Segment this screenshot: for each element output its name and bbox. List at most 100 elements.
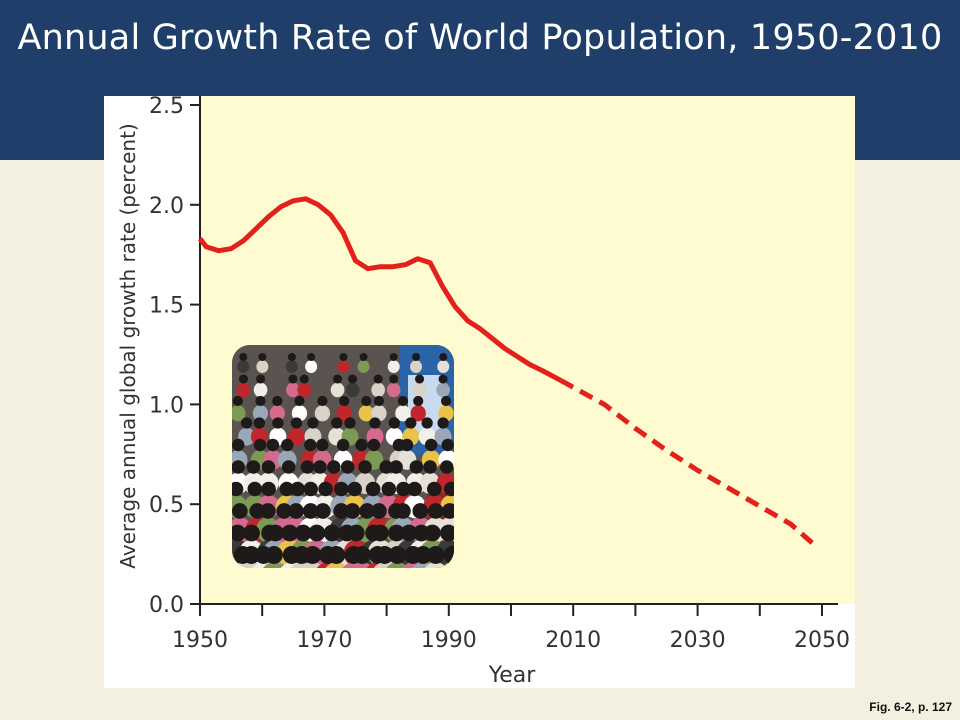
- person-head: [355, 438, 368, 452]
- person-body: [263, 562, 285, 568]
- person-head: [272, 417, 284, 429]
- person-head: [255, 374, 266, 384]
- x-tick-label: 2030: [670, 628, 726, 653]
- person-body: [301, 562, 324, 568]
- person-body: [269, 405, 285, 422]
- person-head: [272, 395, 283, 407]
- person-head: [339, 395, 350, 407]
- person-head: [373, 395, 385, 407]
- person-body: [386, 382, 401, 398]
- person-head: [261, 481, 276, 497]
- person-head: [409, 460, 424, 474]
- person-head: [333, 481, 349, 497]
- person-head: [238, 374, 249, 384]
- person-head: [439, 460, 454, 474]
- person-head: [333, 503, 350, 519]
- x-axis-label: Year: [488, 663, 537, 688]
- projected-growth-line: [559, 378, 818, 548]
- person-body: [386, 562, 409, 568]
- person-head: [400, 524, 418, 542]
- person-head: [441, 503, 454, 519]
- person-head: [439, 353, 448, 361]
- x-tick-label: 1990: [421, 628, 477, 653]
- person-body: [253, 382, 268, 398]
- person-head: [290, 481, 305, 497]
- person-body: [305, 360, 318, 373]
- person-body: [288, 427, 305, 446]
- slide-title: Annual Growth Rate of World Population, …: [17, 18, 943, 58]
- person-head: [304, 438, 317, 452]
- person-body: [410, 405, 426, 422]
- person-body: [297, 382, 312, 398]
- person-head: [353, 546, 372, 564]
- x-tick-label: 1950: [172, 628, 228, 653]
- person-head: [313, 460, 327, 474]
- person-head: [344, 417, 356, 429]
- person-head: [438, 374, 448, 384]
- person-body: [314, 405, 331, 422]
- person-head: [413, 395, 424, 407]
- person-head: [308, 524, 326, 542]
- person-head: [388, 524, 405, 542]
- person-head: [371, 503, 387, 519]
- person-head: [276, 503, 293, 519]
- line-chart: 0.0 0.5 1.0 1.5 2.0 2.5 1950 1970 1990 2010 2030 20…: [104, 96, 855, 688]
- historical-growth-line: [198, 196, 562, 383]
- crowd-photo: [232, 345, 454, 568]
- person-head: [240, 417, 253, 429]
- person-head: [267, 524, 284, 542]
- person-body: [438, 405, 454, 422]
- y-tick-label: 1.0: [149, 393, 184, 418]
- people-crowd-icon: [232, 345, 454, 568]
- person-head: [359, 503, 375, 519]
- person-head: [414, 546, 432, 564]
- person-body: [351, 562, 373, 568]
- person-head: [395, 503, 411, 519]
- person-head: [294, 524, 312, 542]
- person-body: [291, 405, 308, 422]
- person-head: [299, 374, 309, 384]
- person-head: [303, 546, 322, 564]
- person-head: [266, 438, 280, 452]
- person-head: [232, 503, 248, 519]
- person-head: [246, 460, 261, 474]
- person-body: [337, 360, 350, 373]
- y-tick-label: 2.5: [149, 96, 184, 119]
- person-head: [288, 503, 304, 519]
- person-body: [412, 382, 427, 398]
- person-head: [307, 417, 319, 429]
- y-tick-label: 1.5: [149, 294, 184, 319]
- person-head: [232, 460, 245, 474]
- person-head: [264, 546, 283, 564]
- person-head: [232, 395, 243, 407]
- person-head: [232, 524, 246, 542]
- person-head: [443, 546, 454, 564]
- person-head: [373, 374, 383, 384]
- person-head: [412, 503, 429, 519]
- person-head: [365, 481, 381, 497]
- person-body: [436, 382, 450, 398]
- person-head: [344, 503, 361, 519]
- person-head: [347, 481, 362, 497]
- person-head: [247, 481, 263, 497]
- person-head: [369, 417, 381, 429]
- person-head: [315, 503, 331, 519]
- person-head: [381, 481, 397, 497]
- person-head: [421, 417, 433, 429]
- person-head: [423, 524, 441, 542]
- person-head: [397, 395, 409, 407]
- person-head: [426, 481, 442, 497]
- person-head: [331, 417, 343, 429]
- x-tick-label: 2010: [545, 628, 601, 653]
- person-head: [287, 353, 296, 361]
- y-axis-label: Average annual global growth rate (perce…: [116, 123, 140, 568]
- person-head: [288, 374, 298, 384]
- person-head: [389, 353, 398, 361]
- person-body: [358, 405, 374, 422]
- person-head: [371, 524, 389, 542]
- person-head: [302, 503, 319, 519]
- person-head: [332, 374, 343, 384]
- person-head: [361, 395, 372, 407]
- person-head: [303, 481, 318, 497]
- person-head: [316, 438, 329, 452]
